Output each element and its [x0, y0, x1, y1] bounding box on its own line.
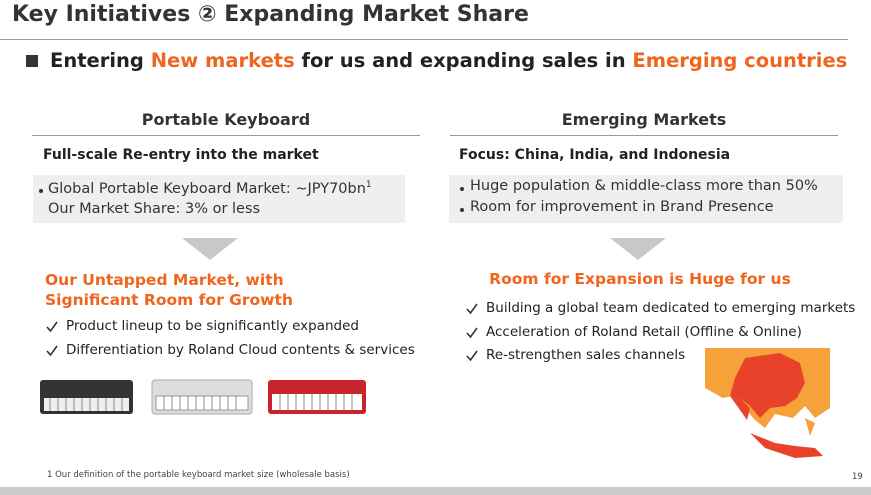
check-icon — [46, 345, 58, 357]
check-icon — [466, 350, 478, 362]
subtitle-text: for us and expanding sales in — [294, 49, 633, 72]
subtitle: Entering New markets for us and expandin… — [50, 49, 847, 72]
info-box — [33, 175, 405, 223]
keyboard-images — [40, 379, 366, 415]
column-heading: Portable Keyboard — [141, 110, 311, 129]
rule — [32, 135, 420, 136]
footer-bar — [0, 487, 871, 495]
box-line: Our Market Share: 3% or less — [48, 201, 261, 217]
check-icon — [46, 321, 58, 333]
bullet — [39, 189, 43, 193]
subtitle-text: Entering — [50, 49, 151, 72]
page-number: 19 — [852, 472, 863, 482]
focus: Full-scale Re-entry into the market — [43, 147, 319, 163]
asia-map — [705, 348, 830, 458]
check-item: Building a global team dedicated to emer… — [486, 300, 856, 316]
box-text: Global Portable Keyboard Market: ~JPY70b… — [48, 180, 366, 197]
check-item: Differentiation by Roland Cloud contents… — [66, 342, 415, 358]
arrow — [610, 238, 666, 260]
rule — [450, 135, 838, 136]
check-item: Product lineup to be significantly expan… — [66, 318, 359, 334]
box-line: Global Portable Keyboard Market: ~JPY70b… — [48, 180, 372, 197]
check-icon — [466, 303, 478, 315]
subtitle-highlight: New markets — [150, 49, 295, 72]
title: Key Initiatives ② Expanding Market Share — [12, 2, 529, 27]
footnote-ref: 1 — [365, 180, 372, 190]
check-item: Re-strengthen sales channels — [486, 347, 686, 363]
info-box — [449, 175, 843, 223]
bullet — [460, 208, 464, 212]
footnote: 1 Our definition of the portable keyboar… — [47, 470, 350, 480]
box-line: Room for improvement in Brand Presence — [470, 199, 774, 215]
focus: Focus: China, India, and Indonesia — [459, 147, 731, 163]
check-item: Acceleration of Roland Retail (Offline &… — [486, 323, 802, 340]
highlight: Room for Expansion is Huge for us — [489, 270, 791, 288]
bullet — [460, 187, 464, 191]
subtitle-highlight: Emerging countries — [632, 49, 848, 72]
column-heading: Emerging Markets — [561, 110, 727, 129]
box-line: Huge population & middle-class more than… — [470, 178, 818, 194]
arrow — [182, 238, 238, 260]
title-rule — [0, 39, 848, 40]
square-bullet — [26, 55, 38, 67]
highlight: Our Untapped Market, with Significant Ro… — [45, 271, 293, 309]
check-icon — [466, 327, 478, 338]
